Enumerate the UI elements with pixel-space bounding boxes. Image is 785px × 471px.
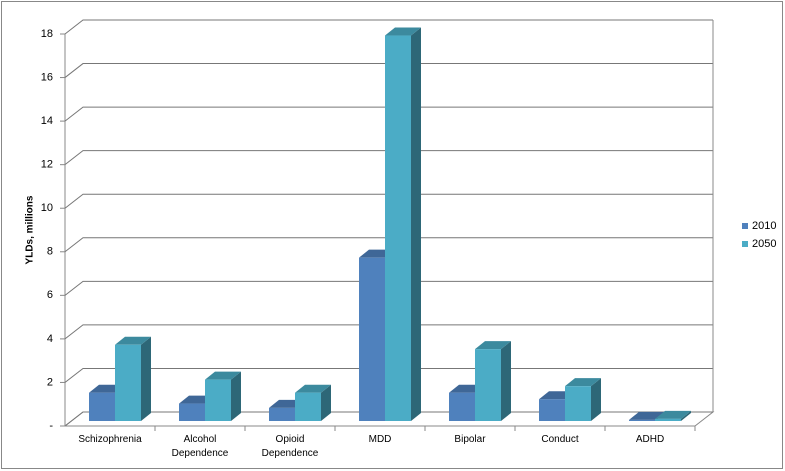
bar bbox=[359, 257, 385, 421]
bar-side bbox=[591, 378, 601, 421]
bar bbox=[565, 386, 591, 421]
y-tick-label: 18 bbox=[41, 28, 53, 40]
y-tick-label: - bbox=[49, 420, 53, 432]
bar-top bbox=[629, 411, 665, 420]
bar-side bbox=[321, 384, 331, 421]
x-tick-label: Alcohol Dependence bbox=[171, 434, 229, 459]
bar bbox=[269, 407, 295, 421]
bar bbox=[629, 419, 655, 421]
legend-label: 2010 bbox=[752, 220, 776, 232]
bar bbox=[89, 392, 115, 421]
y-axis-title: YLDs, millions bbox=[25, 195, 36, 264]
grid-line bbox=[64, 19, 713, 35]
y-tick-label: 10 bbox=[41, 202, 53, 214]
y-tick-label: 12 bbox=[41, 159, 53, 171]
bar-top bbox=[655, 410, 691, 419]
grid-line bbox=[64, 106, 713, 122]
bar bbox=[449, 392, 475, 421]
bar-side bbox=[141, 336, 151, 421]
bar-top bbox=[295, 384, 331, 393]
bar-side bbox=[501, 341, 511, 421]
bar-top bbox=[385, 27, 421, 36]
x-tick-label: ADHD bbox=[635, 434, 665, 445]
y-tick-label: 4 bbox=[47, 333, 53, 345]
grid-line bbox=[64, 193, 713, 209]
y-tick-label: 2 bbox=[47, 376, 53, 388]
x-tick-label: Schizophrenia bbox=[78, 434, 142, 445]
x-tick-label: MDD bbox=[368, 434, 392, 445]
grid-line bbox=[64, 280, 713, 296]
bar bbox=[179, 403, 205, 421]
bar-top bbox=[205, 371, 241, 380]
y-tick-label: 6 bbox=[47, 289, 53, 301]
legend-swatch bbox=[742, 223, 748, 229]
grid-line bbox=[64, 150, 713, 166]
y-tick-label: 16 bbox=[41, 71, 53, 83]
y-tick-label: 8 bbox=[47, 246, 53, 258]
bar-top bbox=[115, 336, 151, 345]
legend-label: 2050 bbox=[752, 238, 776, 250]
bar bbox=[385, 35, 411, 422]
bar bbox=[539, 399, 565, 421]
grid-line bbox=[64, 237, 713, 253]
x-tick-label: Conduct bbox=[541, 434, 579, 445]
bar-side bbox=[231, 371, 241, 421]
bar bbox=[205, 379, 231, 421]
grid-line bbox=[64, 324, 713, 340]
legend-swatch bbox=[742, 241, 748, 247]
bar bbox=[655, 418, 681, 421]
grid-line bbox=[64, 63, 713, 78]
x-tick-label: Bipolar bbox=[454, 434, 486, 445]
bar-side bbox=[681, 410, 691, 421]
y-tick-label: 14 bbox=[41, 115, 53, 127]
bar-top bbox=[475, 341, 511, 350]
bar bbox=[115, 344, 141, 421]
bar-top bbox=[565, 378, 601, 387]
bar-side bbox=[411, 27, 421, 422]
bar bbox=[295, 392, 321, 421]
x-tick-label: Opioid Dependence bbox=[261, 434, 319, 459]
bar bbox=[475, 349, 501, 421]
